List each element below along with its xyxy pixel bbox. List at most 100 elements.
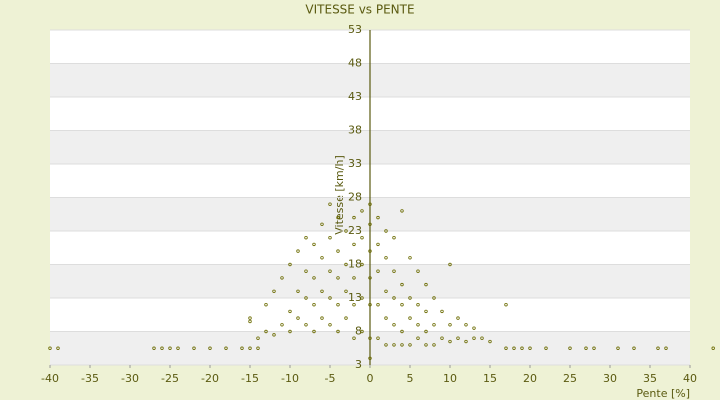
point — [304, 269, 308, 273]
point — [448, 323, 452, 327]
point — [328, 235, 332, 240]
point — [176, 346, 180, 350]
point — [592, 346, 596, 350]
point — [368, 336, 372, 340]
point — [288, 309, 292, 314]
point — [376, 242, 380, 247]
point — [304, 323, 308, 327]
point — [256, 336, 260, 340]
point — [160, 346, 164, 350]
point — [400, 303, 404, 307]
point — [256, 346, 260, 350]
point — [392, 343, 396, 347]
point — [352, 276, 356, 280]
x-tick-label: 15 — [483, 372, 497, 385]
x-tick-label: -35 — [81, 372, 99, 385]
point — [240, 346, 244, 350]
point — [432, 343, 436, 347]
point — [632, 346, 636, 350]
point — [208, 346, 212, 350]
x-tick-label: 25 — [563, 372, 577, 385]
y-tick-label: 48 — [348, 57, 362, 70]
point — [408, 316, 412, 320]
point — [472, 326, 476, 330]
x-tick-label: -10 — [281, 372, 299, 385]
point — [472, 336, 476, 340]
point — [432, 323, 436, 327]
x-tick-label: 40 — [683, 372, 697, 385]
point — [440, 309, 444, 314]
point — [320, 289, 324, 293]
x-tick-label: -25 — [161, 372, 179, 385]
point — [368, 249, 372, 253]
point — [344, 229, 348, 233]
point — [392, 323, 396, 327]
point — [368, 303, 372, 307]
point — [392, 296, 396, 300]
point — [152, 346, 156, 350]
x-tick-label: -40 — [41, 372, 59, 385]
point — [384, 316, 388, 320]
point — [520, 346, 524, 350]
point — [400, 282, 404, 287]
point — [56, 346, 60, 350]
point — [352, 242, 356, 247]
point — [336, 276, 340, 280]
point — [336, 249, 340, 253]
point — [376, 269, 380, 273]
point — [272, 333, 276, 337]
point — [480, 336, 484, 340]
point — [192, 346, 196, 350]
point — [312, 303, 316, 307]
point — [360, 262, 364, 267]
point — [528, 346, 532, 350]
point — [168, 346, 172, 350]
y-tick-label: 33 — [348, 157, 362, 170]
y-tick-label: 53 — [348, 23, 362, 36]
point — [416, 303, 420, 307]
point — [416, 269, 420, 273]
point — [48, 346, 52, 350]
point — [352, 303, 356, 307]
y-tick-label: 8 — [355, 325, 362, 338]
x-tick-label: 35 — [643, 372, 657, 385]
point — [320, 316, 324, 320]
point — [360, 296, 364, 300]
point — [360, 235, 364, 240]
point — [376, 303, 380, 307]
point — [544, 346, 548, 350]
x-tick-label: -5 — [325, 372, 336, 385]
point — [456, 336, 460, 340]
point — [384, 343, 388, 347]
x-tick-label: -30 — [121, 372, 139, 385]
point — [664, 346, 668, 350]
point — [616, 346, 620, 350]
point — [288, 262, 292, 267]
point — [352, 336, 356, 340]
point — [408, 343, 412, 347]
y-axis-label: Vitesse [km/h] — [333, 155, 346, 235]
point — [328, 202, 332, 206]
point — [711, 346, 715, 350]
x-tick-label: 30 — [603, 372, 617, 385]
point — [400, 329, 404, 334]
point — [344, 289, 348, 293]
point — [312, 242, 316, 247]
point — [432, 296, 436, 300]
x-axis-label: Pente [%] — [636, 387, 690, 400]
y-tick-label: 23 — [348, 224, 362, 237]
x-tick-label: 0 — [367, 372, 374, 385]
point — [384, 229, 388, 233]
point — [488, 339, 492, 344]
point — [328, 296, 332, 300]
point — [280, 323, 284, 327]
point — [368, 222, 372, 226]
point — [272, 289, 276, 293]
point — [304, 296, 308, 300]
point — [360, 329, 364, 334]
point — [392, 269, 396, 273]
point — [248, 346, 252, 350]
point — [304, 235, 308, 240]
point — [584, 346, 588, 350]
